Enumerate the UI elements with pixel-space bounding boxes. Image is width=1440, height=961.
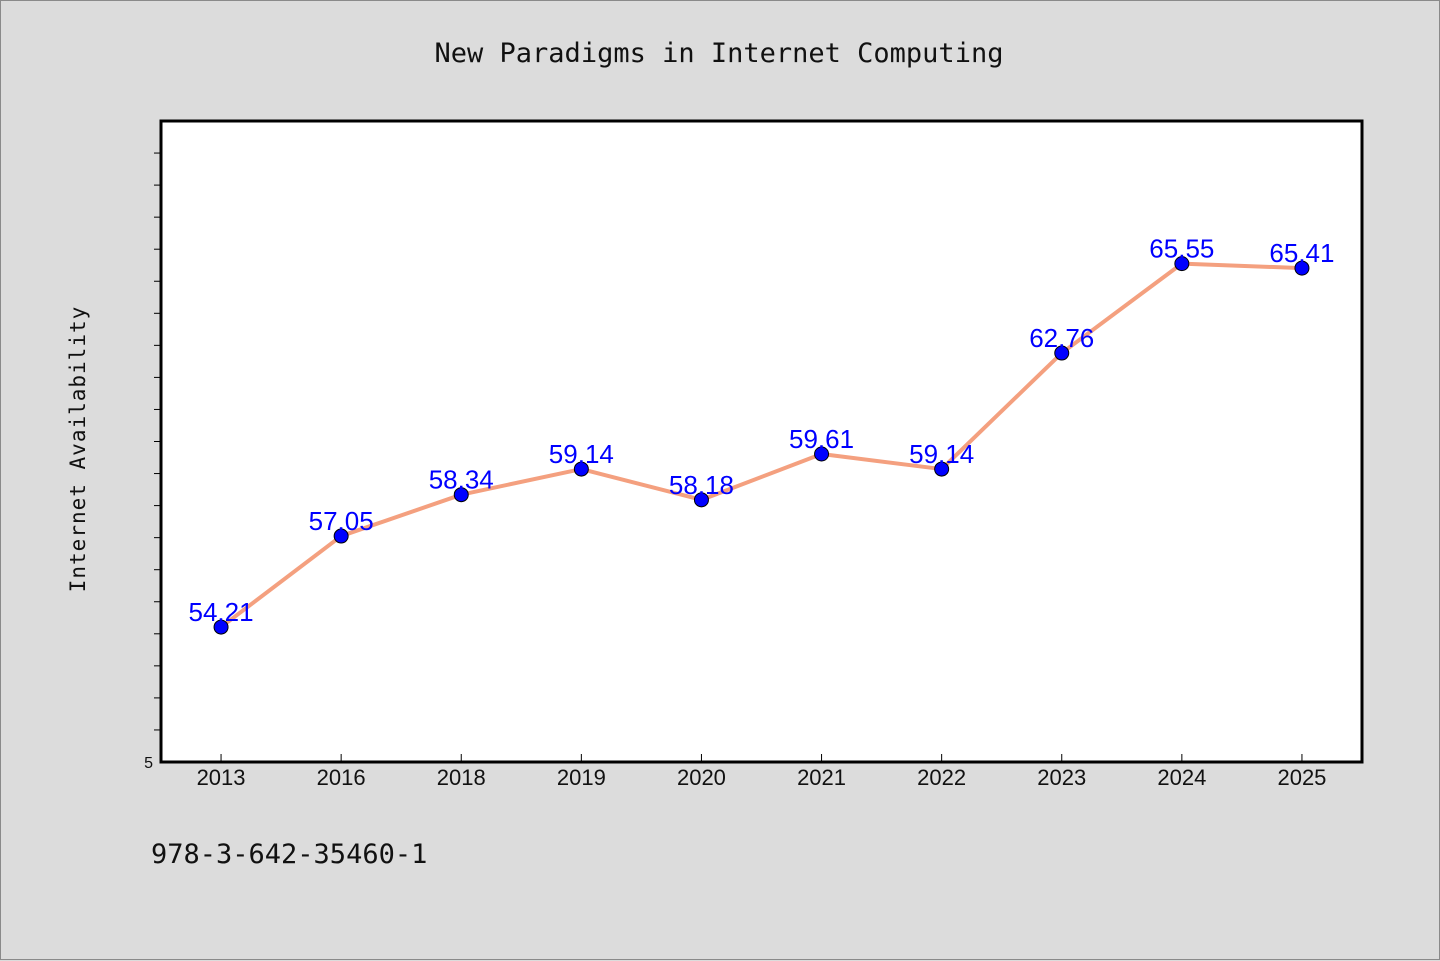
data-point: [213, 619, 229, 635]
chart-title: New Paradigms in Internet Computing: [435, 38, 1004, 69]
data-point: [693, 492, 709, 508]
data-label: 54.21: [189, 597, 254, 627]
x-tick-label: 2018: [437, 765, 486, 790]
data-label: 59.14: [909, 439, 974, 469]
x-tick-label: 2020: [677, 765, 726, 790]
data-label: 57.05: [309, 506, 374, 536]
x-tick-label: 2024: [1157, 765, 1206, 790]
y-axis-label: Internet Availability: [66, 306, 90, 593]
data-label: 58.34: [429, 465, 494, 495]
x-tick-label: 2019: [557, 765, 606, 790]
data-labels: 54.21 57.05 58.34 59.14 58.18 59.61 59.14 62.76…: [189, 234, 1335, 627]
data-point: [333, 528, 349, 544]
data-label: 65.41: [1269, 238, 1334, 268]
x-tick-label: 2013: [197, 765, 246, 790]
data-point: [1054, 345, 1070, 361]
data-markers: [213, 256, 1310, 635]
x-tick-label: 2021: [797, 765, 846, 790]
data-point: [1174, 256, 1190, 272]
series-line-group: [219, 261, 1303, 629]
data-point: [1294, 260, 1310, 276]
data-label: 59.61: [789, 424, 854, 454]
data-point: [573, 461, 589, 477]
data-point: [814, 446, 830, 462]
x-tick-label: 2023: [1037, 765, 1086, 790]
x-tick-label: 2022: [917, 765, 966, 790]
data-label: 59.14: [549, 439, 614, 469]
x-axis-ticks: 2013 2016 2018 2019 2020 2021 2022 2023 2024 2025: [197, 754, 1326, 790]
plot-area: [159, 119, 1364, 764]
series-line: [219, 261, 1303, 629]
y-axis-ticks: 5: [144, 152, 161, 772]
data-point: [453, 487, 469, 503]
data-point: [934, 461, 950, 477]
x-tick-label: 2016: [317, 765, 366, 790]
isbn-footer: 978-3-642-35460-1: [151, 839, 427, 870]
y-tick-label: 5: [144, 755, 153, 772]
data-label: 58.18: [669, 470, 734, 500]
data-label: 62.76: [1029, 323, 1094, 353]
data-label: 65.55: [1149, 234, 1214, 264]
x-tick-label: 2025: [1277, 765, 1326, 790]
